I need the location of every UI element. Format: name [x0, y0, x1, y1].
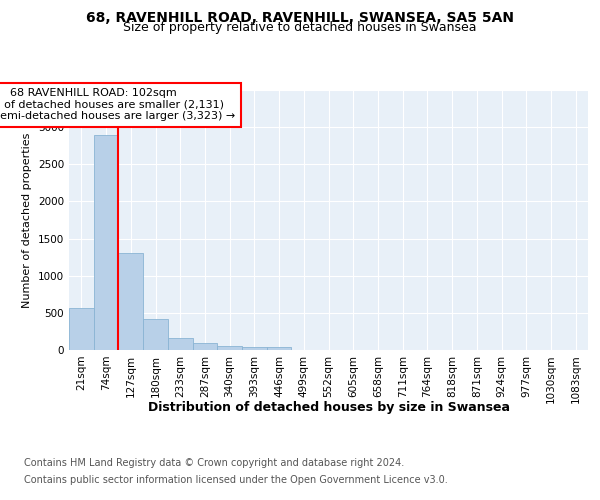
Text: Contains public sector information licensed under the Open Government Licence v3: Contains public sector information licen…	[24, 475, 448, 485]
Bar	[217, 346, 242, 350]
Text: 68, RAVENHILL ROAD, RAVENHILL, SWANSEA, SA5 5AN: 68, RAVENHILL ROAD, RAVENHILL, SWANSEA, …	[86, 10, 514, 24]
Bar	[69, 308, 94, 350]
Bar	[267, 346, 292, 350]
Bar	[143, 319, 168, 350]
Bar	[94, 134, 118, 350]
Bar	[118, 254, 143, 350]
Y-axis label: Number of detached properties: Number of detached properties	[22, 132, 32, 308]
Text: Distribution of detached houses by size in Swansea: Distribution of detached houses by size …	[148, 401, 510, 414]
Text: Size of property relative to detached houses in Swansea: Size of property relative to detached ho…	[123, 21, 477, 34]
Bar	[242, 346, 267, 350]
Text: Contains HM Land Registry data © Crown copyright and database right 2024.: Contains HM Land Registry data © Crown c…	[24, 458, 404, 468]
Bar	[193, 344, 217, 350]
Bar	[168, 338, 193, 350]
Text: 68 RAVENHILL ROAD: 102sqm
← 39% of detached houses are smaller (2,131)
61% of se: 68 RAVENHILL ROAD: 102sqm ← 39% of detac…	[0, 88, 235, 122]
